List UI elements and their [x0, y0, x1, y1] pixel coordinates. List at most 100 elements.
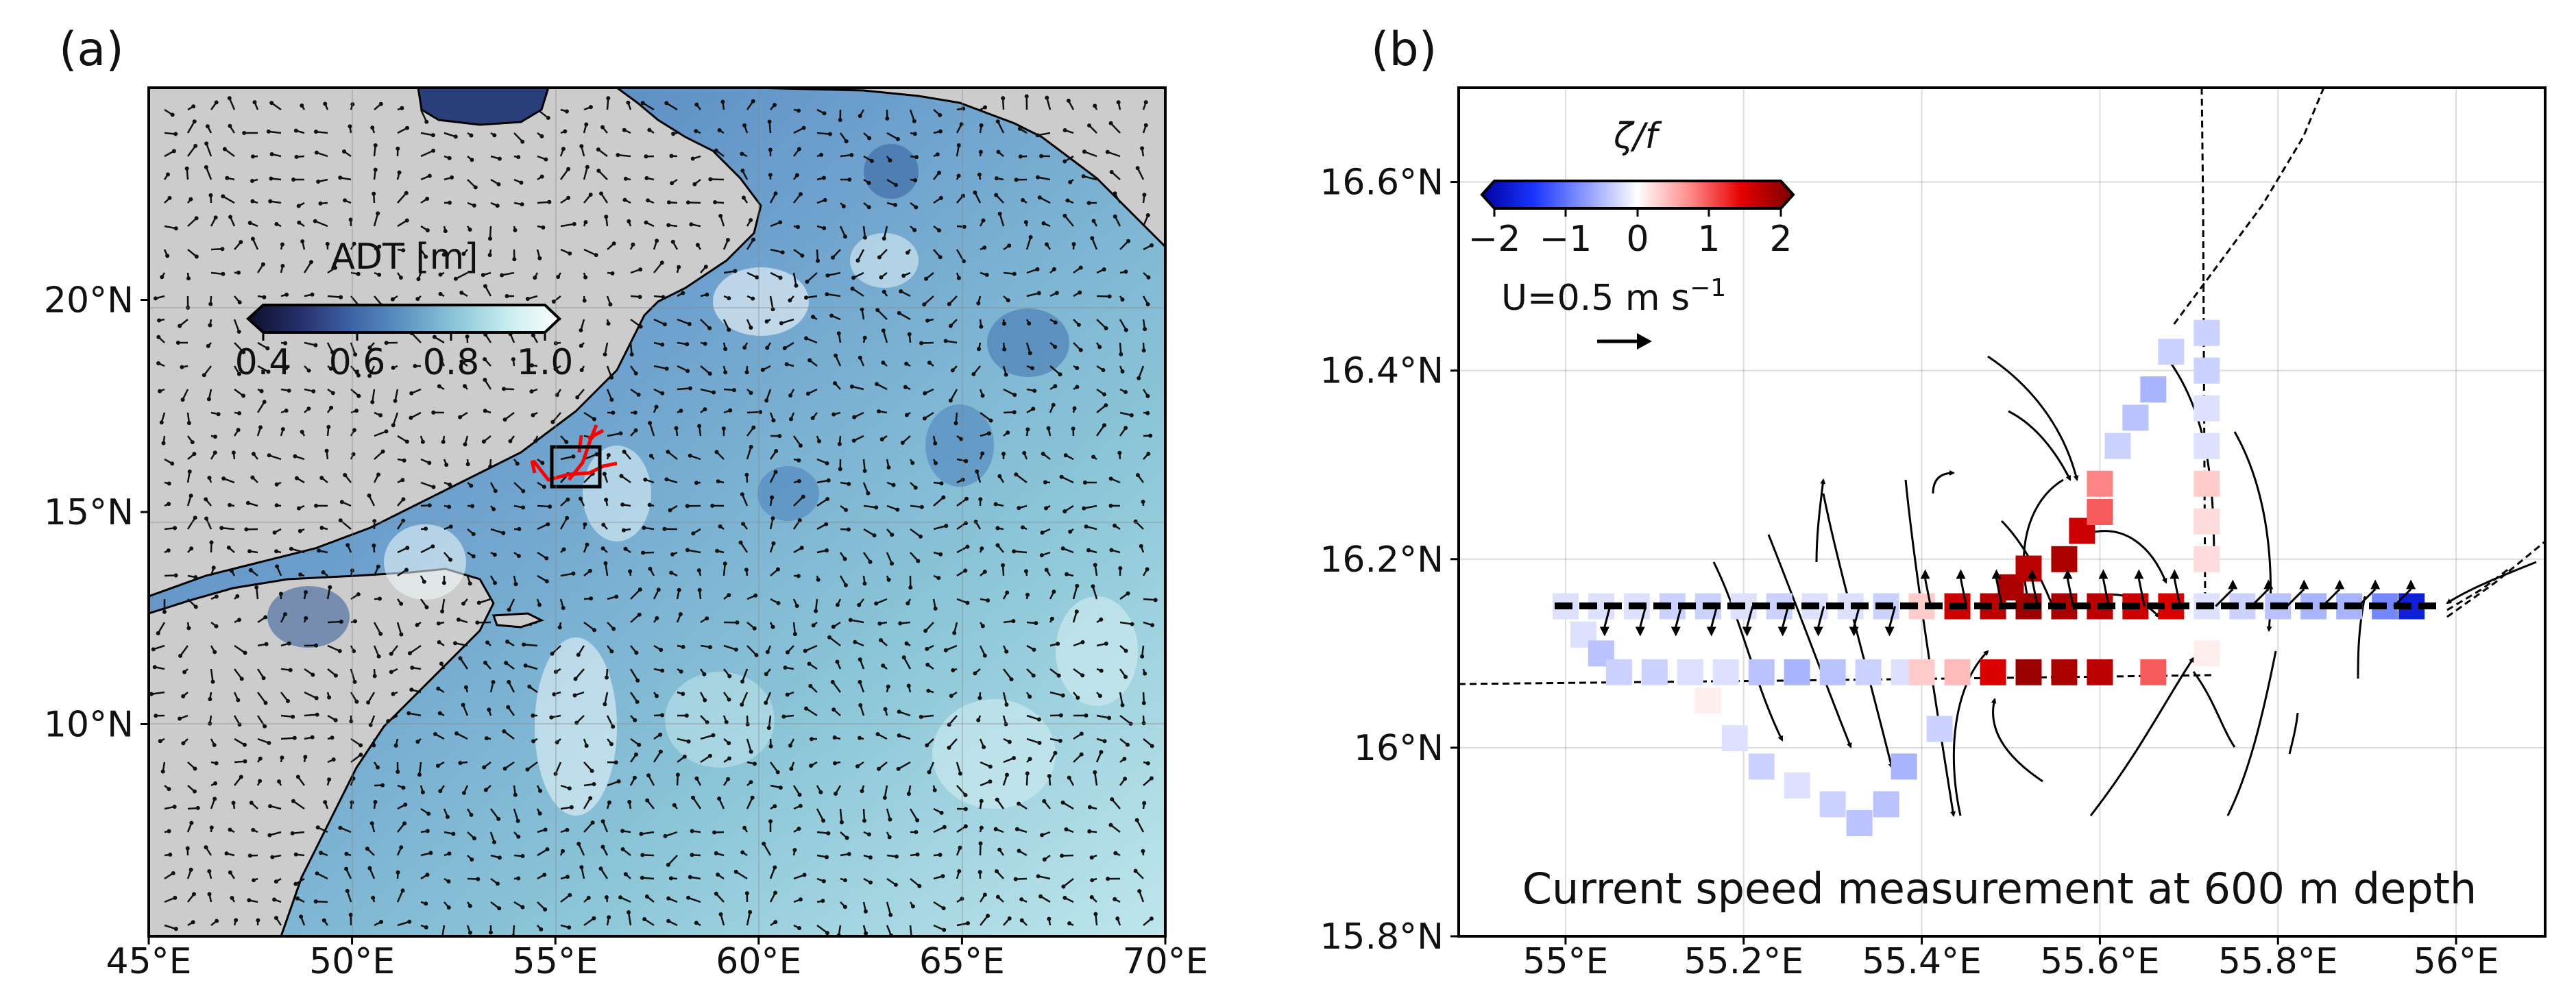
velocity-vector-head	[228, 502, 232, 507]
transect-vector-head	[1599, 626, 1609, 637]
velocity-vector-head	[493, 489, 498, 494]
velocity-vector-head	[170, 461, 175, 466]
velocity-vector-head	[339, 500, 344, 504]
velocity-vector-head	[749, 218, 753, 223]
velocity-vector-head	[323, 101, 328, 106]
velocity-vector-head	[258, 779, 263, 783]
velocity-vector	[723, 644, 737, 650]
velocity-vector-head	[205, 124, 210, 129]
velocity-vector-head	[1087, 123, 1092, 128]
colorbar-vorticity-tick: 2	[1769, 219, 1792, 260]
velocity-vector-head	[804, 706, 809, 711]
velocity-vector-head	[866, 832, 871, 837]
velocity-vector-head	[753, 593, 758, 598]
velocity-vector-head	[792, 632, 797, 637]
velocity-vector	[618, 154, 631, 158]
velocity-vector-head	[1123, 674, 1128, 679]
velocity-vector-head	[594, 452, 599, 456]
velocity-vector-head	[515, 461, 520, 466]
velocity-vector	[478, 598, 491, 604]
transect-vector	[2250, 588, 2270, 607]
velocity-vector-head	[845, 836, 849, 840]
velocity-vector-head	[405, 546, 410, 550]
velocity-vector-head	[947, 302, 951, 306]
velocity-vector-head	[1141, 700, 1146, 705]
velocity-vector	[933, 525, 947, 531]
velocity-vector-head	[537, 811, 542, 816]
transect-vector-head	[1742, 626, 1752, 637]
velocity-vector	[899, 312, 911, 321]
velocity-vector-head	[432, 334, 437, 339]
transect-vector-head	[1956, 569, 1966, 579]
velocity-vector-head	[888, 912, 893, 917]
velocity-vector-head	[1034, 621, 1038, 626]
velocity-vector-head	[543, 907, 548, 912]
velocity-vector-head	[192, 119, 197, 124]
velocity-vector-head	[912, 132, 917, 136]
velocity-vector-head	[404, 125, 409, 130]
velocity-vector-head	[697, 587, 702, 592]
velocity-vector-head	[892, 202, 897, 207]
velocity-vector-head	[469, 133, 474, 138]
velocity-vector-head	[372, 674, 377, 679]
velocity-vector	[1049, 365, 1061, 376]
velocity-vector-head	[1116, 100, 1121, 105]
velocity-vector-head	[979, 324, 984, 329]
velocity-vector-head	[539, 134, 544, 138]
vorticity-point	[2087, 659, 2113, 685]
velocity-vector-head	[807, 661, 812, 666]
velocity-vector-head	[956, 173, 961, 178]
velocity-vector-head	[239, 677, 244, 681]
velocity-vector-head	[618, 895, 623, 900]
velocity-vector-head	[214, 761, 219, 766]
velocity-vector-head	[378, 631, 383, 636]
velocity-vector-head	[1123, 426, 1128, 430]
velocity-vector-head	[910, 904, 915, 909]
velocity-vector	[863, 528, 875, 537]
velocity-vector-head	[574, 720, 579, 725]
velocity-vector-head	[569, 805, 574, 809]
velocity-vector	[373, 622, 382, 635]
velocity-vector-head	[247, 853, 252, 858]
velocity-vector-head	[618, 431, 623, 436]
velocity-vector-head	[938, 552, 943, 557]
velocity-vector	[186, 145, 197, 157]
velocity-vector-head	[631, 242, 635, 247]
transect-vector-head	[2228, 579, 2238, 589]
velocity-vector	[525, 664, 538, 670]
velocity-vector-head	[417, 772, 422, 777]
velocity-vector-head	[280, 427, 285, 432]
velocity-vector-head	[352, 648, 356, 653]
velocity-vector-head	[467, 903, 472, 908]
velocity-vector-head	[1120, 369, 1125, 374]
velocity-vector-head	[228, 123, 232, 128]
velocity-vector-head	[306, 406, 311, 411]
velocity-vector	[293, 800, 305, 810]
velocity-vector-head	[601, 522, 606, 527]
velocity-vector-head	[1041, 221, 1046, 226]
velocity-vector-head	[1133, 868, 1138, 873]
vorticity-point	[2087, 499, 2113, 525]
velocity-vector-head	[751, 237, 756, 242]
velocity-vector-head	[471, 532, 476, 537]
velocity-vector	[339, 520, 352, 530]
velocity-vector-head	[268, 199, 273, 204]
velocity-vector-head	[1142, 193, 1147, 197]
vorticity-point	[1855, 659, 1882, 685]
velocity-vector-head	[505, 639, 510, 644]
velocity-vector-head	[744, 568, 749, 572]
velocity-vector-head	[500, 273, 505, 278]
velocity-vector-head	[773, 470, 778, 474]
velocity-vector-head	[609, 398, 614, 402]
velocity-vector-head	[938, 112, 943, 117]
velocity-vector-head	[566, 167, 571, 171]
velocity-vector-head	[519, 180, 524, 185]
velocity-vector-head	[407, 919, 412, 924]
velocity-vector-head	[829, 313, 834, 318]
colorbar-vorticity-tick: −1	[1540, 219, 1592, 260]
velocity-vector-head	[502, 417, 507, 422]
velocity-vector-head	[438, 291, 443, 296]
velocity-vector-head	[862, 335, 867, 340]
velocity-vector-head	[267, 740, 271, 745]
velocity-vector-head	[778, 785, 783, 790]
